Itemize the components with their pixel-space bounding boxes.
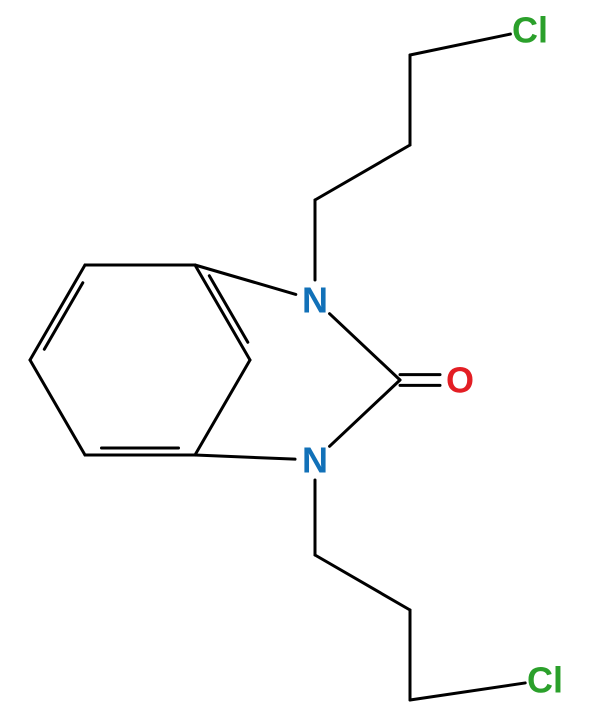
atom-label-cl: Cl xyxy=(527,660,563,701)
atom-label-o: O xyxy=(446,360,474,401)
bond-line xyxy=(30,360,85,455)
bond-line xyxy=(209,276,248,343)
bond-line xyxy=(315,555,410,610)
bond-line xyxy=(195,455,295,459)
bond-line xyxy=(30,265,85,360)
atom-label-n: N xyxy=(302,280,328,321)
bond-line xyxy=(410,683,525,700)
bond-line xyxy=(315,145,410,200)
bond-line xyxy=(330,314,400,380)
atom-label-cl: Cl xyxy=(512,10,548,51)
bond-line xyxy=(410,34,510,55)
chemical-structure-diagram: N N O Cl Cl xyxy=(0,0,593,711)
bond-line xyxy=(44,283,83,350)
bond-line xyxy=(330,380,400,446)
atom-label-n: N xyxy=(302,440,328,481)
bond-line xyxy=(195,360,250,455)
